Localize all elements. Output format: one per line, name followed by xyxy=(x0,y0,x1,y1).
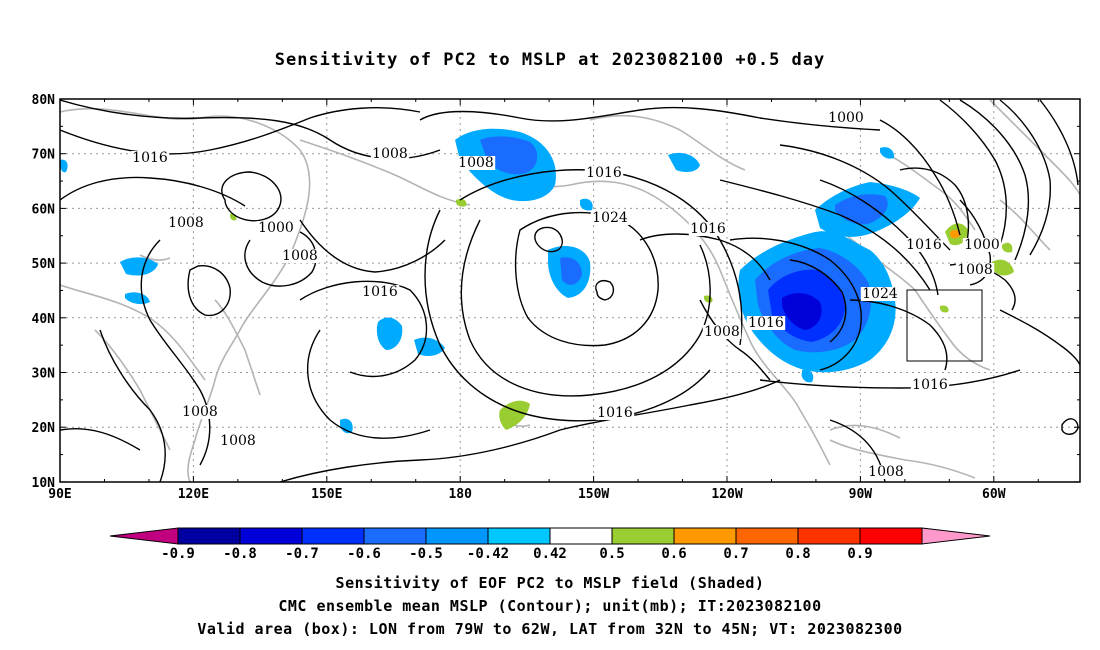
colorbar-label: 0.6 xyxy=(661,546,686,562)
lon-label: 150W xyxy=(578,487,609,502)
contour-label-bg xyxy=(180,405,220,419)
contour-label: 1008 xyxy=(282,248,318,264)
contour-label-bg xyxy=(166,216,206,230)
colorbar xyxy=(109,527,991,545)
contour-label-bg xyxy=(955,263,995,277)
colorbar-swatch xyxy=(301,527,365,545)
contour-label: 1000 xyxy=(828,110,864,126)
lat-label: 70N xyxy=(32,148,56,163)
colorbar-swatch xyxy=(859,527,923,545)
contour-label-bg xyxy=(595,406,635,420)
contour-label: 1016 xyxy=(912,377,948,393)
colorbar-label: 0.8 xyxy=(785,546,810,562)
axis-ticks xyxy=(59,98,1080,483)
contour-label-bg xyxy=(826,111,866,125)
colorbar-label: -0.7 xyxy=(285,546,319,562)
colorbar-label: -0.9 xyxy=(161,546,195,562)
contour-label-bg xyxy=(584,166,624,180)
colorbar-swatch xyxy=(549,527,613,545)
lat-label: 80N xyxy=(32,93,56,108)
contour-label-bg xyxy=(688,222,728,236)
colorbar-label: 0.5 xyxy=(599,546,624,562)
colorbar-labels: -0.9 -0.8 -0.7 -0.6 -0.5 -0.42 0.42 0.5 0.6 0.7 0.… xyxy=(161,546,873,562)
colorbar-swatch xyxy=(425,527,489,545)
contour-label-bg xyxy=(130,151,170,165)
lon-label: 90E xyxy=(48,487,71,502)
contour-label-bg xyxy=(590,211,630,225)
contour-label-bg xyxy=(866,465,906,479)
contour-label: 1008 xyxy=(704,324,740,340)
contour-label-bg xyxy=(904,238,944,252)
colorbar-swatch xyxy=(611,527,675,545)
contour-label: 1008 xyxy=(458,155,494,171)
caption-contour: CMC ensemble mean MSLP (Contour); unit(m… xyxy=(278,597,822,615)
lon-label: 120E xyxy=(178,487,209,502)
contour-label: 1000 xyxy=(964,237,1000,253)
contour-label-bg xyxy=(456,156,496,170)
contour-label-bg xyxy=(702,325,742,339)
contour-label: 1016 xyxy=(748,315,784,331)
contour-label: 1024 xyxy=(862,286,898,302)
valid-area-box xyxy=(906,289,983,362)
contour-label: 1016 xyxy=(690,221,726,237)
contour-label: 1024 xyxy=(592,210,628,226)
lat-label: 30N xyxy=(32,367,56,382)
lat-label: 60N xyxy=(32,202,56,217)
contour-label: 1016 xyxy=(597,405,633,421)
colorbar-min-arrow xyxy=(109,527,179,545)
colorbar-label: -0.6 xyxy=(347,546,381,562)
caption-valid-area: Valid area (box): LON from 79W to 62W, L… xyxy=(197,620,903,638)
contour-label: 1000 xyxy=(258,220,294,236)
lat-label: 50N xyxy=(32,257,56,272)
contour-label: 1016 xyxy=(906,237,942,253)
contour-label-bg xyxy=(746,316,786,330)
colorbar-swatch xyxy=(487,527,551,545)
contour-label-bg xyxy=(910,378,950,392)
contour-label-bg xyxy=(218,434,258,448)
colorbar-label: -0.8 xyxy=(223,546,257,562)
contour-label: 1008 xyxy=(372,146,408,162)
lat-label: 40N xyxy=(32,312,56,327)
colorbar-swatch xyxy=(673,527,737,545)
contour-label: 1016 xyxy=(132,150,168,166)
contour-label: 1008 xyxy=(168,215,204,231)
contour-label-bg xyxy=(370,147,410,161)
lon-label: 90W xyxy=(849,487,873,502)
contour-label: 1016 xyxy=(362,284,398,300)
colorbar-label: 0.42 xyxy=(533,546,567,562)
colorbar-max-arrow xyxy=(921,527,991,545)
colorbar-label: 0.9 xyxy=(847,546,872,562)
contour-label: 1008 xyxy=(182,404,218,420)
caption-shading: Sensitivity of EOF PC2 to MSLP field (Sh… xyxy=(335,574,765,592)
lon-label: 150E xyxy=(311,487,342,502)
contour-label-bg xyxy=(280,249,320,263)
colorbar-swatch xyxy=(363,527,427,545)
contour-label-bg xyxy=(962,238,1002,252)
contour-label: 1008 xyxy=(220,433,256,449)
lon-label: 120W xyxy=(711,487,742,502)
latitude-labels: 80N 70N 60N 50N 40N 30N 20N 10N xyxy=(32,93,56,491)
colorbar-swatch xyxy=(797,527,861,545)
contour-label: 1016 xyxy=(586,165,622,181)
colorbar-swatch xyxy=(735,527,799,545)
colorbar-swatch xyxy=(177,527,241,545)
colorbar-label: 0.7 xyxy=(723,546,748,562)
colorbar-swatch xyxy=(239,527,303,545)
contour-label: 1008 xyxy=(868,464,904,480)
colorbar-label: -0.42 xyxy=(467,546,509,562)
colorbar-label: -0.5 xyxy=(409,546,443,562)
lon-label: 60W xyxy=(982,487,1006,502)
contour-label-bg xyxy=(360,285,400,299)
lat-label: 10N xyxy=(32,476,56,491)
longitude-labels: 90E 120E 150E 180 150W 120W 90W 60W xyxy=(48,487,1005,502)
lon-label: 180 xyxy=(448,487,472,502)
contour-label-bg xyxy=(256,221,296,235)
lat-label: 20N xyxy=(32,421,56,436)
map-title: Sensitivity of PC2 to MSLP at 2023082100… xyxy=(274,50,826,70)
contour-label: 1008 xyxy=(957,262,993,278)
contour-label-bg xyxy=(860,287,900,301)
